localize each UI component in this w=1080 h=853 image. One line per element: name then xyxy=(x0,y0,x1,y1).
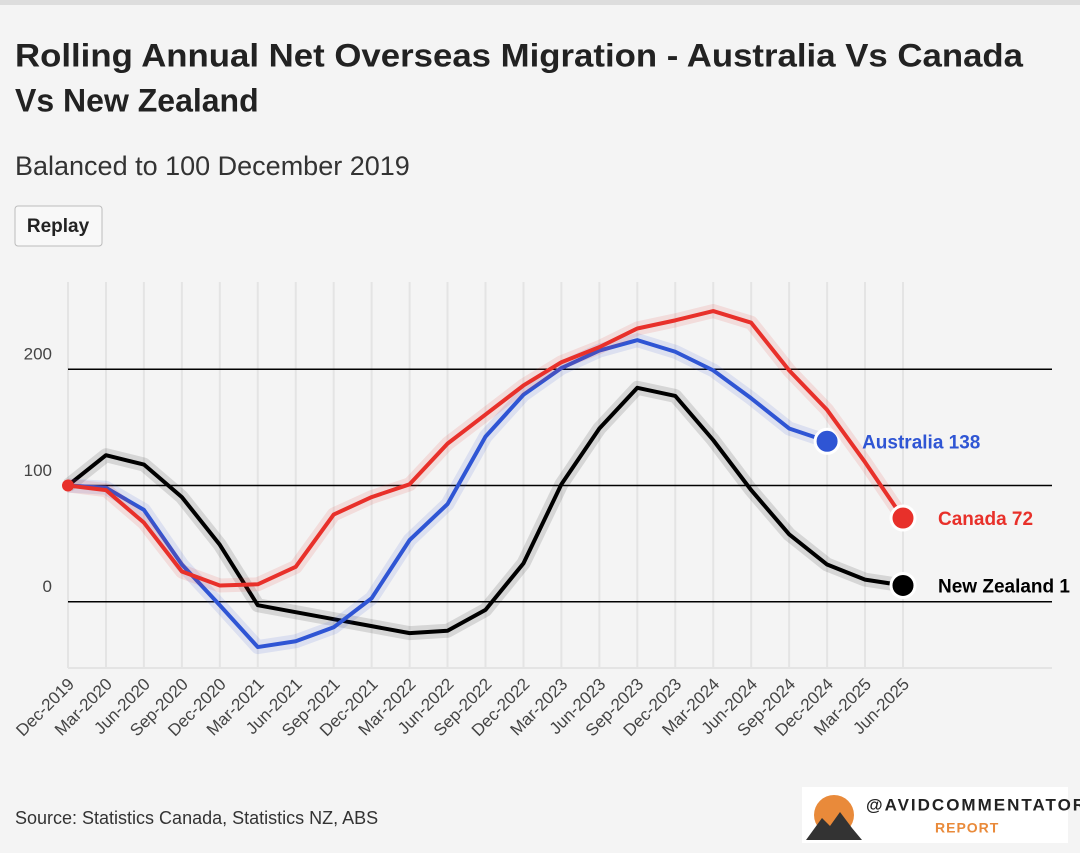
button-label[interactable]: Replay xyxy=(27,216,90,237)
plot: Dec-2019Mar-2020Jun-2020Sep-2020Dec-2020… xyxy=(12,282,1070,740)
button-frame[interactable] xyxy=(14,205,103,247)
end-marker xyxy=(813,427,841,455)
y-tick-label: 200 xyxy=(24,345,52,364)
chart-title: Vs New Zealand xyxy=(15,82,259,118)
chart-title: Rolling Annual Net Overseas Migration - … xyxy=(15,37,1023,73)
series-line xyxy=(67,309,905,588)
series-label: New Zealand 1 xyxy=(938,576,1070,597)
y-tick-label: 0 xyxy=(43,577,52,596)
replay-button[interactable]: Replay xyxy=(14,205,103,247)
series-line xyxy=(66,385,904,636)
logo-mountain xyxy=(806,812,862,840)
top-strip xyxy=(0,0,1080,5)
start-marker xyxy=(62,479,74,492)
end-marker xyxy=(889,504,917,532)
end-marker xyxy=(889,571,917,599)
chart-subtitle: Balanced to 100 December 2019 xyxy=(15,151,410,181)
logo: @AVIDCOMMENTATOR REPORT xyxy=(802,787,1080,843)
logo-tagline: REPORT xyxy=(935,820,999,836)
series-label: Australia 138 xyxy=(862,432,980,453)
y-tick-label: 100 xyxy=(24,461,52,480)
logo-handle: @AVIDCOMMENTATOR xyxy=(866,795,1080,814)
series-label: Canada 72 xyxy=(938,509,1033,530)
source: Source: Statistics Canada, Statistics NZ… xyxy=(15,808,378,828)
